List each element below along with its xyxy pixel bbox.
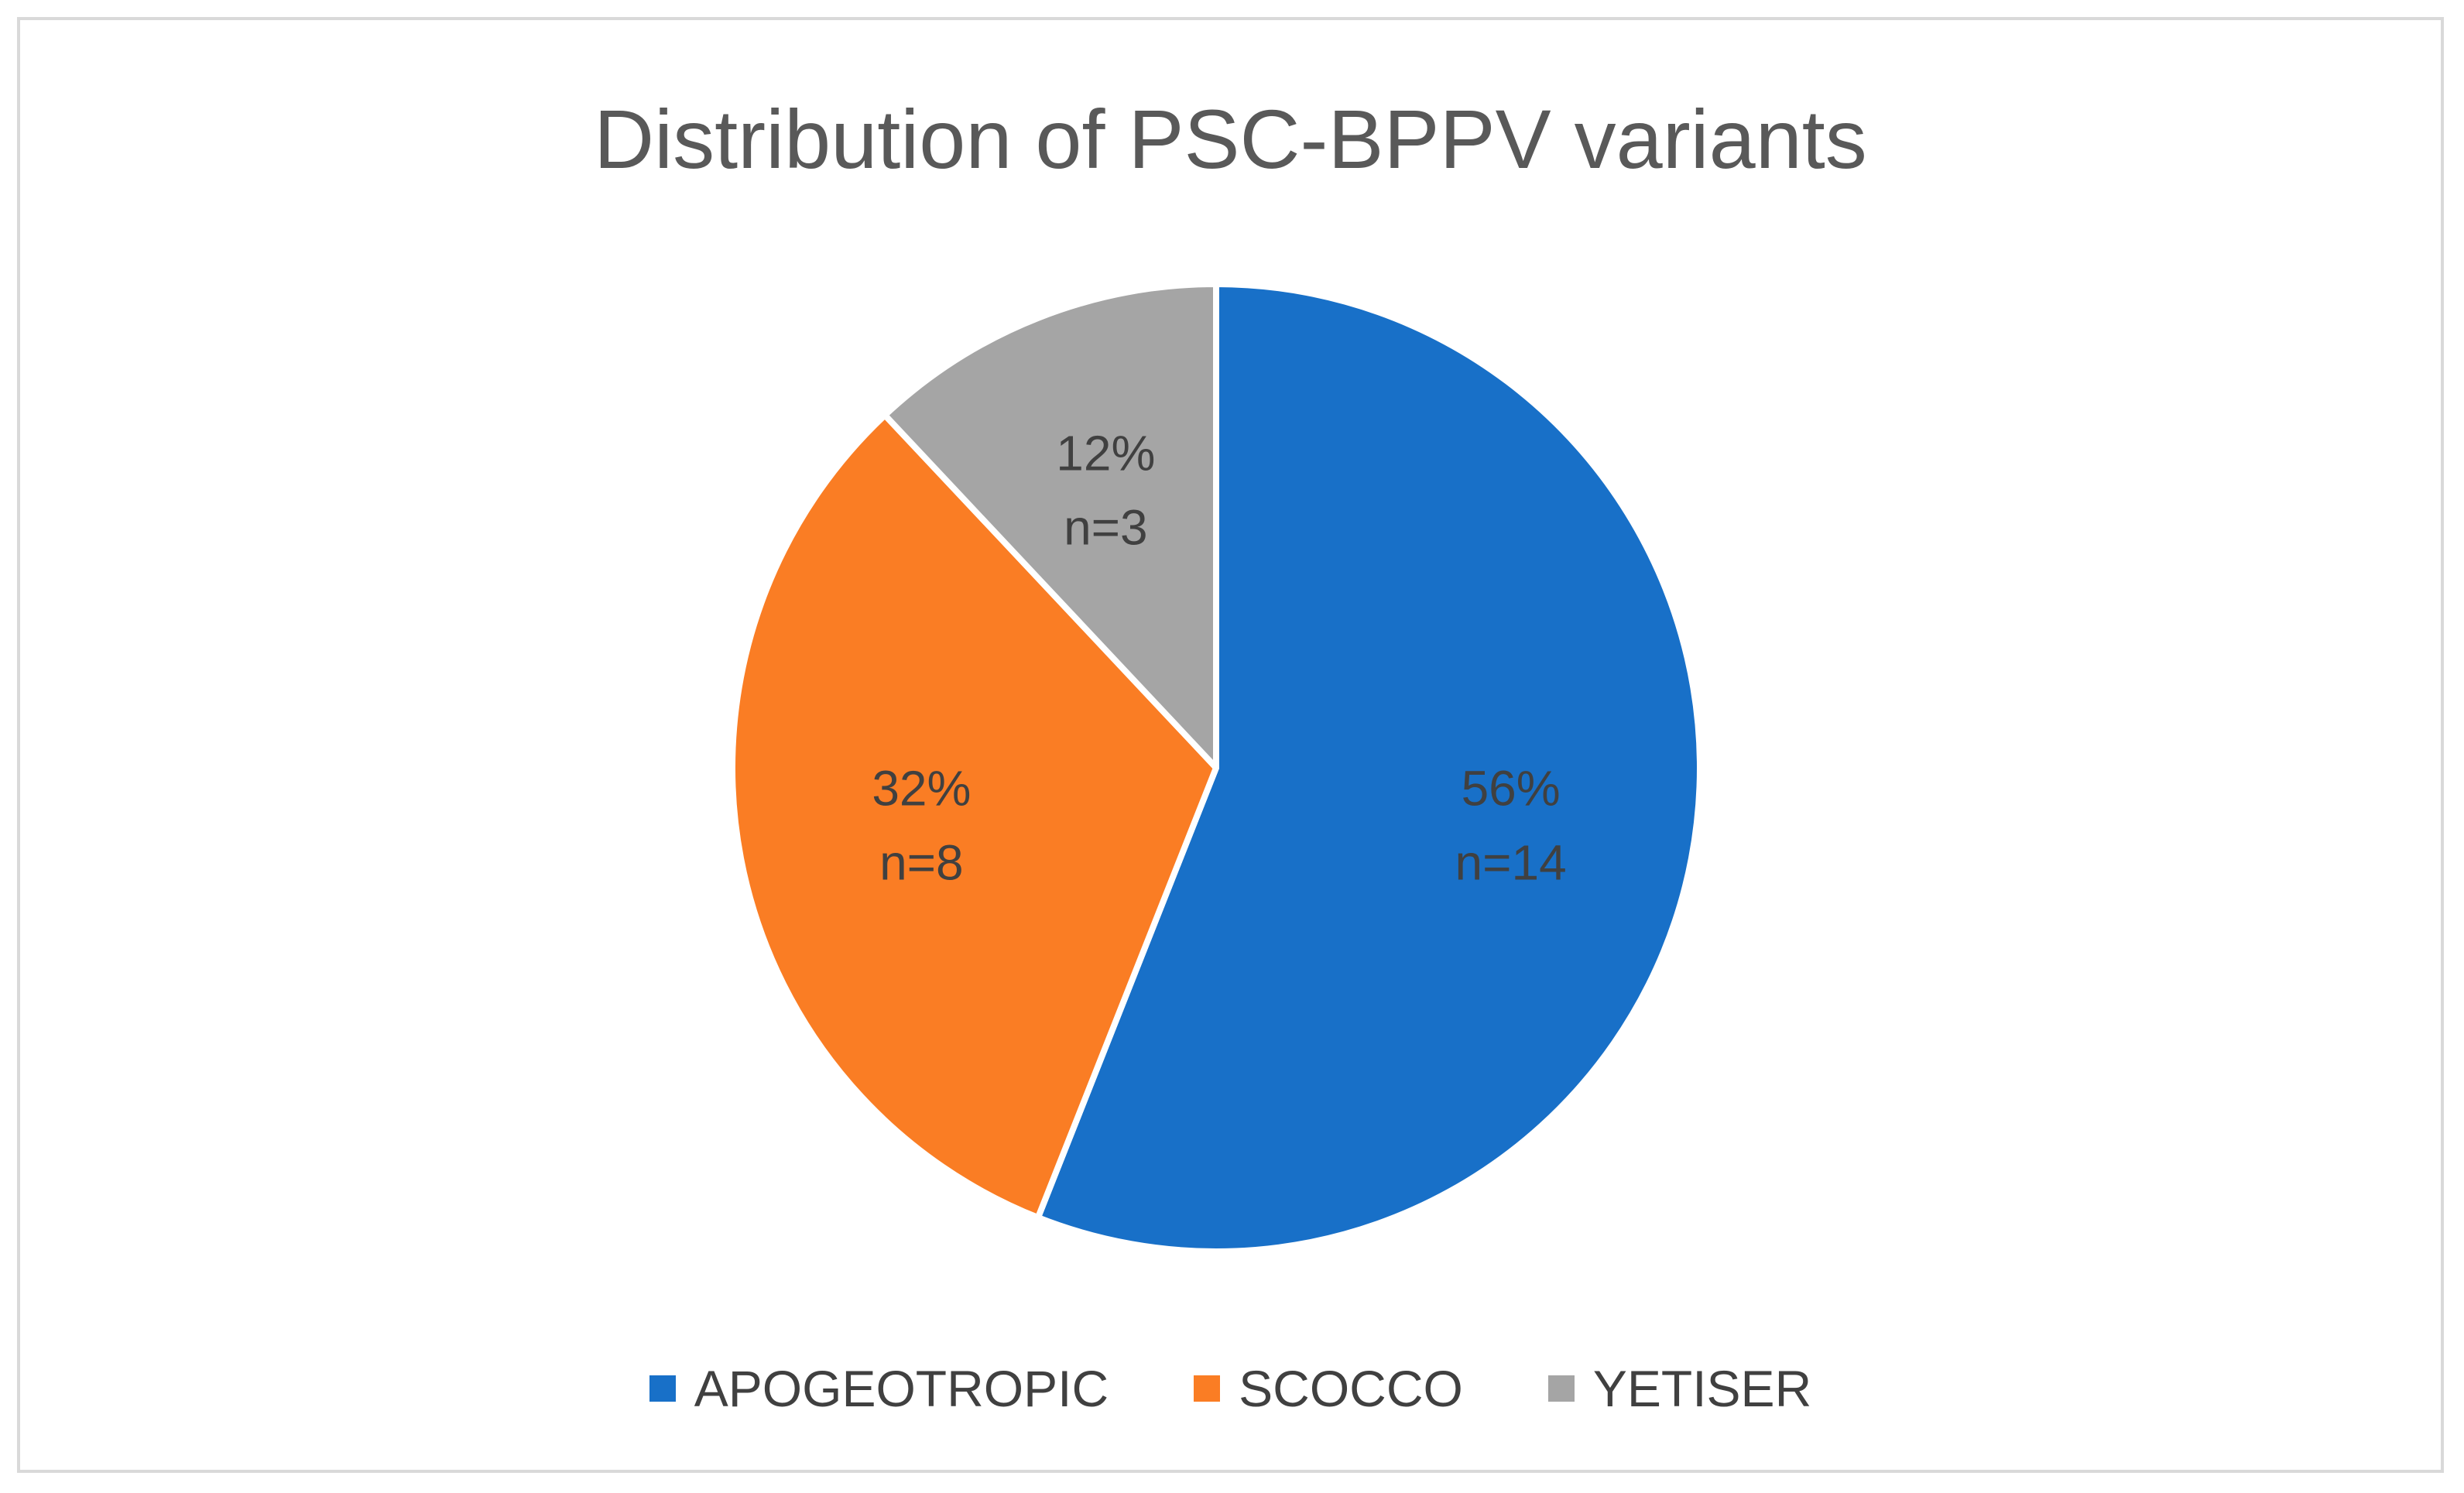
data-label-count: n=3 [1064,500,1148,556]
pie-slice-apogeotropic [1034,281,1703,1255]
legend-label: YETISER [1592,1360,1812,1417]
legend-item-yetiser: YETISER [1547,1359,1812,1418]
data-label-count: n=8 [879,835,964,891]
legend-label: SCOCCO [1239,1360,1463,1417]
legend-item-apogeotropic: APOGEOTROPIC [649,1359,1109,1418]
chart-title: Distribution of PSC-BPPV variants [594,92,1867,186]
pie-chart: 56% n=14 32% n=8 12% n=3 [729,281,1703,1255]
data-label-percent: 56% [1462,761,1561,817]
legend-swatch [649,1375,676,1402]
pie-slice-scocco [729,412,1219,1221]
data-label-percent: 32% [872,761,971,817]
legend-item-scocco: SCOCCO [1194,1359,1463,1418]
legend-swatch [1547,1375,1575,1402]
chart-area: Distribution of PSC-BPPV variants 56% n=1… [17,17,2444,1473]
legend-swatch [1194,1375,1221,1402]
data-label-percent: 12% [1056,426,1155,481]
data-label-count: n=14 [1455,835,1567,891]
legend-label: APOGEOTROPIC [694,1360,1109,1417]
legend: APOGEOTROPIC SCOCCO YETISER [20,1359,2441,1418]
pie-slice-yetiser [882,281,1219,771]
